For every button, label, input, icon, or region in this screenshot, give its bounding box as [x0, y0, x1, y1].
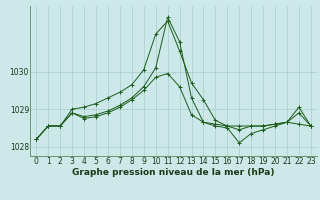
- X-axis label: Graphe pression niveau de la mer (hPa): Graphe pression niveau de la mer (hPa): [72, 168, 275, 177]
